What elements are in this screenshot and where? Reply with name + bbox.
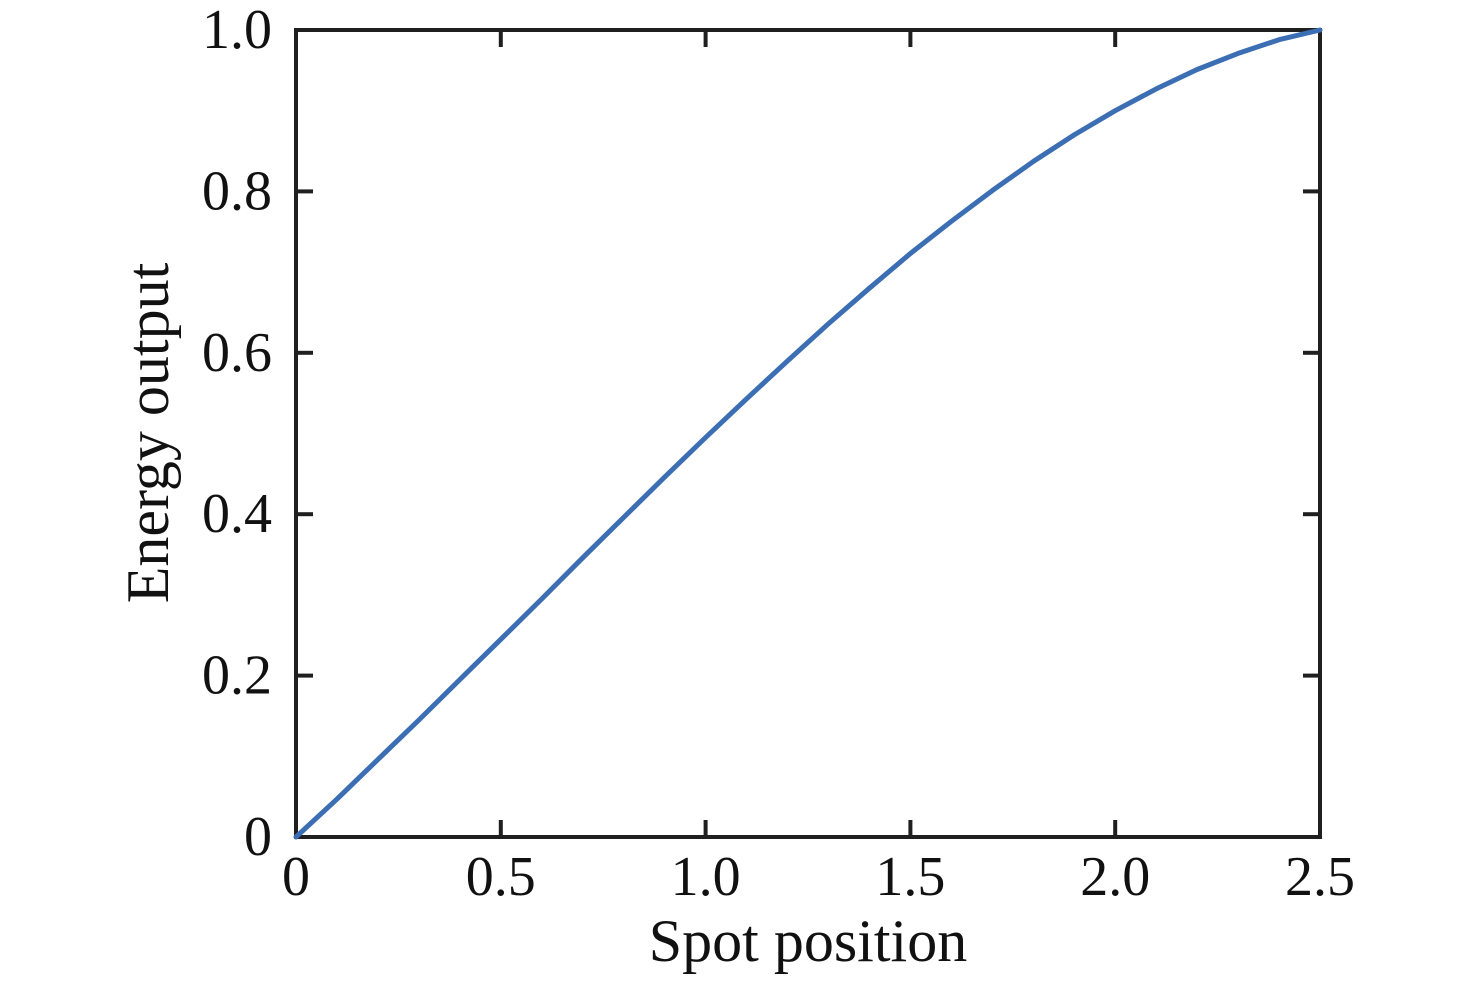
plot-frame bbox=[294, 28, 1322, 839]
energy-output-curve bbox=[293, 27, 1323, 840]
y-tick-label: 0.8 bbox=[202, 160, 272, 222]
y-tick-label: 0.6 bbox=[202, 322, 272, 384]
x-tick-label: 0 bbox=[282, 846, 310, 908]
y-tick-label: 0.2 bbox=[202, 645, 272, 707]
x-tick-label: 1.0 bbox=[671, 846, 741, 908]
y-axis-label: Energy output bbox=[115, 262, 181, 603]
y-tick-label: 0.4 bbox=[202, 483, 272, 545]
y-axis-tick-labels: 0 0.2 0.4 0.6 0.8 1.0 bbox=[202, 0, 272, 868]
x-tick-label: 0.5 bbox=[466, 846, 536, 908]
tick-marks bbox=[294, 28, 1322, 839]
x-axis-tick-labels: 0 0.5 1.0 1.5 2.0 2.5 bbox=[282, 846, 1355, 908]
x-tick-label: 1.5 bbox=[875, 846, 945, 908]
x-tick-label: 2.0 bbox=[1080, 846, 1150, 908]
y-tick-label: 1.0 bbox=[202, 0, 272, 61]
y-tick-label: 0 bbox=[244, 806, 272, 868]
x-axis-label: Spot position bbox=[649, 908, 967, 974]
x-tick-label: 2.5 bbox=[1285, 846, 1355, 908]
